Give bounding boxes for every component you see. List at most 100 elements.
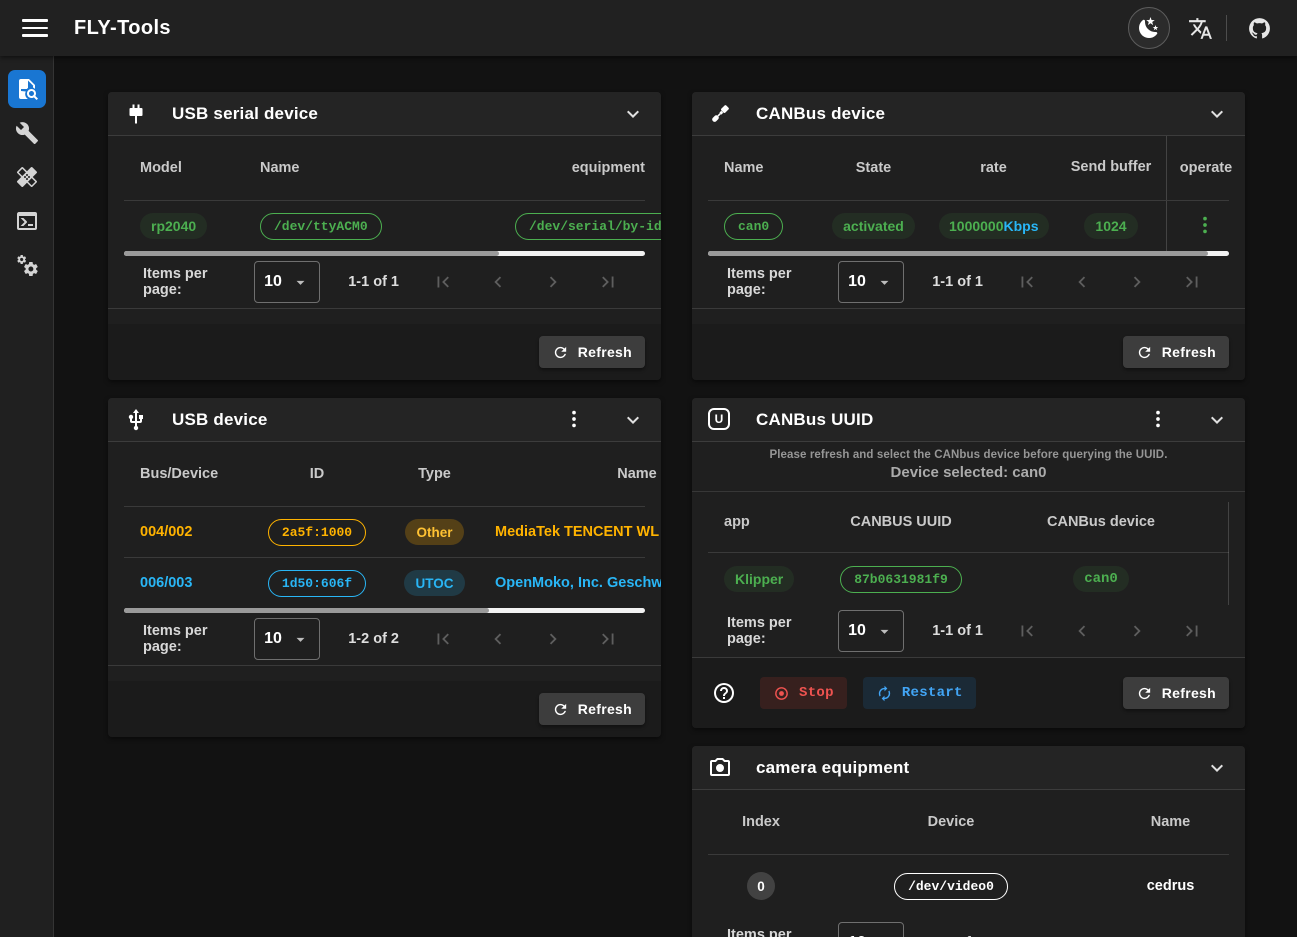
translate-button[interactable] [1180, 8, 1220, 48]
camera-row[interactable]: 0 /dev/video0 cedrus [692, 855, 1245, 917]
kebab-menu-icon[interactable] [1147, 408, 1171, 432]
sidebar [0, 56, 54, 937]
items-per-page-select[interactable]: 10 [254, 261, 321, 303]
uuid-icon: U [708, 408, 732, 432]
sidebar-item-tools[interactable] [8, 114, 46, 152]
uuid-notice: Please refresh and select the CANbus dev… [692, 442, 1245, 492]
github-button[interactable] [1239, 8, 1279, 48]
items-per-page-value: 10 [848, 273, 866, 291]
menu-icon[interactable] [22, 19, 48, 37]
refresh-button[interactable]: Refresh [539, 336, 645, 368]
sidebar-item-terminal[interactable] [8, 202, 46, 240]
last-page-button[interactable] [1181, 932, 1203, 937]
col-rate: rate [931, 160, 1056, 176]
app-title: FLY-Tools [74, 17, 171, 40]
canbus-device-footer: Refresh [692, 324, 1245, 380]
prev-page-button[interactable] [487, 628, 509, 650]
chevron-down-icon[interactable] [621, 408, 645, 432]
col-bus-device: Bus/Device [132, 466, 252, 482]
first-page-button[interactable] [432, 271, 454, 293]
canbus-uuid-table-header: app CANBUS UUID CANBus device [692, 492, 1245, 552]
caret-down-icon [291, 630, 310, 649]
sidebar-item-device-query[interactable] [8, 70, 46, 108]
stop-button[interactable]: Stop [760, 677, 847, 709]
topbar-divider [1226, 15, 1227, 41]
chevron-down-icon[interactable] [1205, 102, 1229, 126]
card-canbus-uuid: U CANBus UUID Please refresh and select … [692, 398, 1245, 728]
equipment-chip[interactable]: /dev/serial/by-id/usb-Klipper_rp2040 [515, 213, 661, 240]
caret-down-icon [875, 622, 894, 641]
canbus-device-table-header: Name State rate Send buffer operate [692, 136, 1245, 200]
first-page-button[interactable] [432, 628, 454, 650]
page-range: 1-1 of 1 [348, 274, 399, 290]
caret-down-icon [875, 934, 894, 937]
items-per-page-value: 10 [264, 273, 282, 291]
prev-page-button[interactable] [1071, 271, 1093, 293]
bus-value: 004/002 [132, 524, 252, 540]
refresh-button[interactable]: Refresh [1123, 336, 1229, 368]
sidebar-item-settings[interactable] [8, 246, 46, 284]
last-page-button[interactable] [1181, 271, 1203, 293]
next-page-button[interactable] [1126, 271, 1148, 293]
next-page-button[interactable] [1126, 620, 1148, 642]
kebab-menu-icon[interactable] [563, 408, 587, 432]
usb-serial-row[interactable]: rp2040 /dev/ttyACM0 /dev/serial/by-id/us… [108, 201, 661, 251]
col-model: Model [132, 160, 252, 176]
refresh-icon [1136, 344, 1153, 361]
first-page-button[interactable] [1016, 620, 1038, 642]
usb-id-chip[interactable]: 2a5f:1000 [268, 519, 366, 546]
items-per-page-select[interactable]: 10 [838, 610, 905, 652]
can-name-chip[interactable]: can0 [724, 213, 783, 240]
stop-label: Stop [799, 685, 834, 701]
stop-record-icon [773, 685, 790, 702]
canbus-uuid-row[interactable]: Klipper 87b0631981f9 can0 [692, 553, 1245, 605]
prev-page-button[interactable] [487, 271, 509, 293]
app-bar: FLY-Tools [0, 0, 1297, 56]
help-icon[interactable] [712, 681, 736, 705]
pagination: Items per page: 10 1-2 of 2 [108, 613, 661, 665]
first-page-button[interactable] [1016, 271, 1038, 293]
chevron-down-icon[interactable] [1205, 756, 1229, 780]
usb-device-row[interactable]: 004/002 2a5f:1000 Other MediaTek TENCENT… [108, 507, 661, 557]
uuid-chip[interactable]: 87b0631981f9 [840, 566, 962, 593]
last-page-button[interactable] [1181, 620, 1203, 642]
last-page-button[interactable] [597, 628, 619, 650]
last-page-button[interactable] [597, 271, 619, 293]
prev-page-button[interactable] [1071, 932, 1093, 937]
main-content: USB serial device Model Name equipment r… [54, 56, 1297, 937]
card-title: camera equipment [756, 758, 909, 778]
restart-button[interactable]: Restart [863, 677, 976, 709]
usb-id-chip[interactable]: 1d50:606f [268, 570, 366, 597]
next-page-button[interactable] [1126, 932, 1148, 937]
theme-toggle-button[interactable] [1128, 7, 1170, 49]
refresh-button[interactable]: Refresh [539, 693, 645, 725]
usb-device-row[interactable]: 006/003 1d50:606f UTOC OpenMoko, Inc. Ge… [108, 558, 661, 608]
first-page-button[interactable] [1016, 932, 1038, 937]
col-id: ID [252, 466, 382, 482]
camera-icon [708, 756, 732, 780]
operate-kebab-icon[interactable] [1194, 214, 1218, 238]
next-page-button[interactable] [542, 271, 564, 293]
card-title: CANBus UUID [756, 410, 873, 430]
refresh-label: Refresh [1162, 685, 1216, 701]
next-page-button[interactable] [542, 628, 564, 650]
device-name-chip[interactable]: /dev/ttyACM0 [260, 213, 382, 240]
rate-value: 1000000Kbps [939, 213, 1049, 239]
canbus-device-row[interactable]: can0 activated 1000000Kbps 1024 [692, 201, 1245, 251]
col-index: Index [716, 814, 806, 830]
items-per-page-select[interactable]: 10 [254, 618, 321, 660]
col-name: Name [716, 160, 816, 176]
col-send-buffer: Send buffer [1056, 158, 1166, 178]
sidebar-item-patch[interactable] [8, 158, 46, 196]
items-per-page-select[interactable]: 10 [838, 922, 905, 937]
chevron-down-icon[interactable] [1205, 408, 1229, 432]
camera-device-chip[interactable]: /dev/video0 [894, 873, 1008, 900]
refresh-button[interactable]: Refresh [1123, 677, 1229, 709]
bus-value: 006/003 [132, 575, 252, 591]
items-per-page-select[interactable]: 10 [838, 261, 905, 303]
prev-page-button[interactable] [1071, 620, 1093, 642]
right-column: CANBus device Name State rate Send buffe… [692, 92, 1245, 937]
col-app: app [716, 514, 806, 530]
restart-label: Restart [902, 685, 963, 701]
chevron-down-icon[interactable] [621, 102, 645, 126]
